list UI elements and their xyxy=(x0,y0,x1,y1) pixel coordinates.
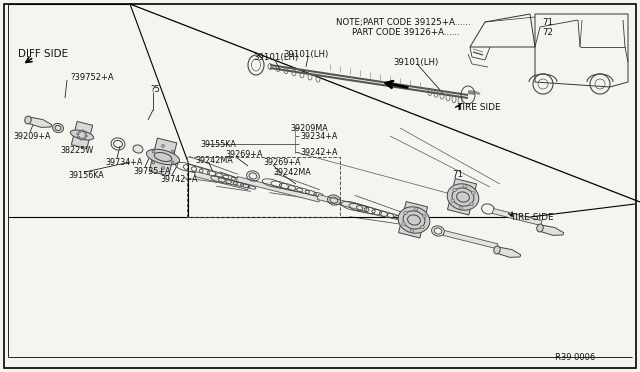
Circle shape xyxy=(420,225,424,229)
Ellipse shape xyxy=(25,116,31,124)
Text: NOTE;PART CODE 39125+A......: NOTE;PART CODE 39125+A...... xyxy=(336,17,470,26)
Text: 39156KA: 39156KA xyxy=(68,170,104,180)
Circle shape xyxy=(152,161,155,164)
Circle shape xyxy=(171,150,174,153)
Text: TIRE SIDE: TIRE SIDE xyxy=(510,212,554,221)
Text: 39269+A: 39269+A xyxy=(263,157,301,167)
Ellipse shape xyxy=(493,246,500,254)
Text: 39742+A: 39742+A xyxy=(160,174,198,183)
Text: 39735+A: 39735+A xyxy=(133,167,170,176)
Circle shape xyxy=(152,150,155,153)
Polygon shape xyxy=(71,121,93,148)
Ellipse shape xyxy=(398,207,430,233)
Polygon shape xyxy=(496,247,520,257)
Text: 39734+A: 39734+A xyxy=(105,157,142,167)
Polygon shape xyxy=(447,179,477,215)
Circle shape xyxy=(161,144,164,147)
Polygon shape xyxy=(317,195,367,212)
Circle shape xyxy=(463,185,467,188)
Circle shape xyxy=(402,222,406,225)
Circle shape xyxy=(84,132,87,134)
Polygon shape xyxy=(444,231,498,249)
Circle shape xyxy=(414,207,418,211)
Text: 72: 72 xyxy=(542,28,553,36)
Circle shape xyxy=(77,136,79,138)
Text: DIFF SIDE: DIFF SIDE xyxy=(18,49,68,59)
Text: 39101(LH): 39101(LH) xyxy=(393,58,438,67)
Circle shape xyxy=(80,138,82,140)
Text: ?5: ?5 xyxy=(150,84,160,93)
Text: R39 0006: R39 0006 xyxy=(555,353,595,362)
Text: 39155KA: 39155KA xyxy=(200,140,236,148)
Ellipse shape xyxy=(147,149,180,165)
Polygon shape xyxy=(28,117,52,127)
Ellipse shape xyxy=(537,224,543,232)
Text: 39234+A: 39234+A xyxy=(300,131,337,141)
Circle shape xyxy=(85,135,87,137)
Circle shape xyxy=(410,229,414,232)
Polygon shape xyxy=(149,138,177,176)
Ellipse shape xyxy=(133,145,143,153)
Bar xyxy=(187,157,340,217)
Circle shape xyxy=(79,130,81,132)
Polygon shape xyxy=(195,171,249,190)
Circle shape xyxy=(451,199,454,203)
Text: 39242MA: 39242MA xyxy=(195,155,233,164)
Text: 39101(LH): 39101(LH) xyxy=(283,49,328,58)
Text: 39242+A: 39242+A xyxy=(300,148,337,157)
Circle shape xyxy=(77,133,79,135)
Text: 39209+A: 39209+A xyxy=(13,131,51,141)
Text: 71: 71 xyxy=(542,17,553,26)
Ellipse shape xyxy=(70,130,93,140)
Circle shape xyxy=(161,167,164,170)
Circle shape xyxy=(422,214,426,218)
Circle shape xyxy=(404,211,408,215)
Text: PART CODE 39126+A......: PART CODE 39126+A...... xyxy=(352,28,460,36)
Text: TIRE SIDE: TIRE SIDE xyxy=(457,103,500,112)
Text: 38225W: 38225W xyxy=(60,145,93,154)
Circle shape xyxy=(83,137,85,140)
Circle shape xyxy=(470,202,473,206)
Polygon shape xyxy=(492,209,542,225)
Text: 39242MA: 39242MA xyxy=(273,167,311,176)
Text: 71: 71 xyxy=(452,170,463,179)
Text: 39101(LH): 39101(LH) xyxy=(253,52,298,61)
Text: 39209MA: 39209MA xyxy=(290,124,328,132)
Ellipse shape xyxy=(447,184,479,210)
Circle shape xyxy=(460,206,463,210)
Circle shape xyxy=(171,161,174,164)
Polygon shape xyxy=(540,225,564,235)
Circle shape xyxy=(472,192,475,195)
Text: 39269+A: 39269+A xyxy=(225,150,262,158)
Circle shape xyxy=(82,130,84,132)
Polygon shape xyxy=(236,177,320,202)
Polygon shape xyxy=(399,202,428,238)
Circle shape xyxy=(452,188,456,192)
Ellipse shape xyxy=(52,124,63,132)
Text: ?39752+A: ?39752+A xyxy=(70,73,114,81)
